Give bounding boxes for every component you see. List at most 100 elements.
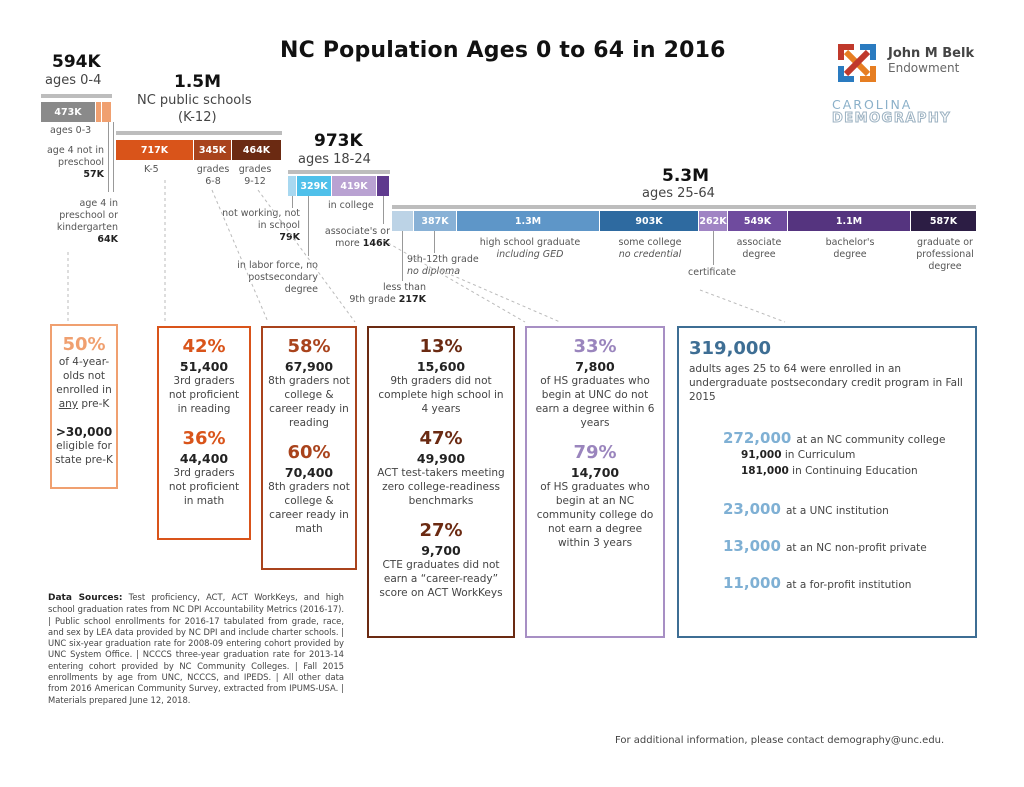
high-desc1: 9th graders did not complete high school… — [378, 375, 504, 415]
note-not-working: not working, not in school 79K — [222, 208, 300, 243]
ages2564-bracket — [392, 205, 976, 209]
schools-label-line2: (K-12) — [178, 110, 217, 125]
connector-line — [113, 122, 114, 192]
middle-num2: 70,400 — [284, 465, 334, 480]
middle-desc2: 8th graders not college & career ready i… — [268, 481, 350, 535]
ages04-total: 594K — [52, 52, 101, 72]
logo-org2-line1: CAROLINA — [832, 97, 913, 112]
elem-num2: 44,400 — [179, 451, 229, 466]
label-grades68: grades 6-8 — [196, 164, 230, 187]
dash-college — [382, 239, 526, 323]
seg-labor-force: 329K — [297, 176, 332, 196]
seg-graduate: 587K — [911, 211, 976, 231]
note-assoc-more: associate's or more 146K — [324, 226, 390, 249]
middle-pct2: 60% — [287, 442, 331, 463]
schools-label-line1: NC public schools — [137, 93, 252, 108]
prek-pct: 50% — [62, 334, 106, 355]
dash-middle — [211, 189, 269, 323]
logo-org2-line2: DEMOGRAPHY — [831, 111, 952, 127]
connector-line — [383, 196, 384, 224]
data-sources: Data Sources: Test proficiency, ACT, ACT… — [48, 592, 344, 705]
high-pct2: 47% — [419, 428, 463, 449]
schools-total: 1.5M — [174, 72, 222, 92]
seg-k5: 717K — [116, 140, 194, 160]
label-k5: K-5 — [144, 164, 159, 175]
box-adults: 319,000 adults ages 25 to 64 were enroll… — [677, 326, 977, 638]
high-pct1: 13% — [419, 336, 463, 357]
ages1824-label: ages 18-24 — [298, 152, 371, 167]
seg-grades912: 464K — [232, 140, 282, 160]
connector-line — [434, 231, 435, 253]
elem-num1: 51,400 — [179, 359, 229, 374]
page-title: NC Population Ages 0 to 64 in 2016 — [280, 38, 726, 63]
logo-org1-line2: Endowment — [888, 61, 960, 75]
elem-desc1: 3rd graders not proficient in reading — [168, 375, 240, 415]
elem-pct1: 42% — [182, 336, 226, 357]
adults-item-cc: 272,000 at an NC community college — [723, 429, 946, 447]
seg-age4-pre — [102, 102, 112, 122]
connector-line — [108, 122, 109, 192]
college-desc1: of HS graduates who begin at UNC do not … — [535, 375, 655, 429]
high-pct3: 27% — [419, 520, 463, 541]
high-num3: 9,700 — [421, 543, 461, 558]
note-associate: associate degree — [736, 237, 782, 260]
note-bachelor: bachelor's degree — [825, 237, 875, 260]
note-labor-force: in labor force, no postsecondary degree — [237, 260, 318, 295]
note-in-college: in college — [328, 200, 374, 211]
box-middle: 58% 67,900 8th graders not college & car… — [261, 326, 357, 570]
dash-adult-1 — [439, 269, 561, 323]
dash-adult-2 — [699, 289, 786, 323]
note-graduate: graduate or professional degree — [916, 237, 974, 272]
connector-line — [308, 196, 309, 256]
dash-high — [257, 189, 356, 323]
college-num1: 7,800 — [575, 359, 615, 374]
ages1824-bracket — [288, 170, 390, 174]
note-less-9th: less than 9th grade 217K — [349, 282, 426, 305]
college-desc2: of HS graduates who begin at an NC commu… — [536, 481, 654, 549]
ages2564-label: ages 25-64 — [642, 186, 715, 201]
note-ages03: ages 0-3 — [50, 125, 92, 136]
adults-item-private: 13,000 at an NC non-profit private — [723, 537, 927, 555]
seg-less-9th — [392, 211, 414, 231]
ages04-label: ages 0-4 — [45, 73, 102, 88]
belk-logo-icon — [834, 40, 880, 86]
seg-certificate: 262K — [699, 211, 728, 231]
seg-bachelor: 1.1M — [788, 211, 911, 231]
elem-pct2: 36% — [182, 428, 226, 449]
seg-hs-grad: 1.3M — [457, 211, 600, 231]
box-college: 33% 7,800 of HS graduates who begin at U… — [525, 326, 665, 638]
adults-headline: 319,000 — [689, 338, 771, 359]
seg-assoc-more — [377, 176, 390, 196]
college-num2: 14,700 — [570, 465, 620, 480]
high-desc2: ACT test-takers meeting zero college-rea… — [377, 467, 505, 507]
note-age4-not-preschool: age 4 not in preschool 57K — [46, 145, 104, 180]
connector-line — [402, 231, 403, 281]
connector-line — [292, 196, 293, 208]
note-some-college: some college no credential — [618, 237, 682, 260]
seg-in-college: 419K — [332, 176, 377, 196]
adults-item-unc: 23,000 at a UNC institution — [723, 500, 889, 518]
college-pct1: 33% — [573, 336, 617, 357]
prek-eligible-desc: eligible for state pre-K — [55, 440, 113, 466]
note-hs-grad: high school graduate including GED — [479, 237, 581, 260]
elem-desc2: 3rd graders not proficient in math — [168, 467, 240, 507]
adults-subitem-continuing: 181,000 in Continuing Education — [741, 465, 918, 477]
seg-not-working — [288, 176, 297, 196]
middle-pct1: 58% — [287, 336, 331, 357]
ages04-bracket — [41, 94, 112, 98]
note-age4-in-preschool: age 4 in preschool or kindergarten 64K — [56, 198, 118, 245]
adults-subitem-curriculum: 91,000 in Curriculum — [741, 449, 856, 461]
adults-desc: adults ages 25 to 64 were enrolled in an… — [689, 363, 963, 403]
seg-associate: 549K — [728, 211, 788, 231]
middle-num1: 67,900 — [284, 359, 334, 374]
middle-desc1: 8th graders not college & career ready i… — [268, 375, 350, 429]
seg-age4-notpre — [96, 102, 102, 122]
seg-ages03: 473K — [41, 102, 96, 122]
note-9-12: 9th-12th grade no diploma — [407, 254, 479, 277]
ages2564-total: 5.3M — [662, 166, 710, 186]
adults-item-forprofit: 11,000 at a for-profit institution — [723, 574, 912, 592]
college-pct2: 79% — [573, 442, 617, 463]
high-desc3: CTE graduates did not earn a “career-rea… — [379, 559, 503, 599]
box-elementary: 42% 51,400 3rd graders not proficient in… — [157, 326, 251, 540]
logo-org1-line1: John M Belk — [888, 46, 975, 61]
